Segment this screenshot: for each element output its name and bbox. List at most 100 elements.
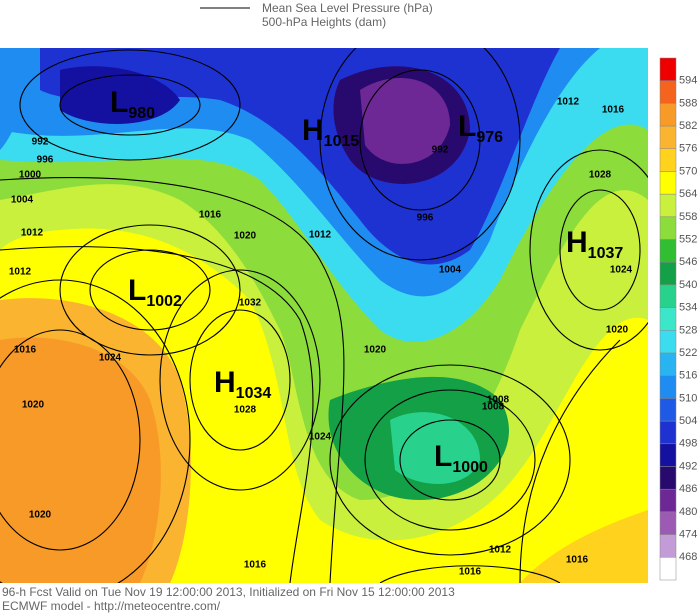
colorbar-label: 534 xyxy=(679,302,697,314)
colorbar-swatch xyxy=(659,488,677,513)
contour-label: 1016 xyxy=(199,210,222,221)
colorbar-swatch xyxy=(659,398,677,422)
pressure-center: L1000 xyxy=(434,440,488,476)
map-field xyxy=(0,48,648,583)
pressure-center: H1034 xyxy=(214,366,271,402)
contour-label: 1012 xyxy=(489,545,512,556)
contour-label: 1024 xyxy=(309,432,332,443)
footer-valid: 96-h Fcst Valid on Tue Nov 19 12:00:00 2… xyxy=(2,585,455,599)
center-type: L xyxy=(110,86,128,119)
colorbar-label: 540 xyxy=(679,279,697,291)
center-type: L xyxy=(434,440,452,473)
contour-label: 1028 xyxy=(589,170,612,181)
colorbar-label: 522 xyxy=(679,347,697,359)
colorbar-swatch xyxy=(659,80,677,104)
contour-label: 992 xyxy=(432,145,449,156)
legend-subtitle: 500-hPa Heights (dam) xyxy=(262,15,386,29)
colorbar-swatch xyxy=(659,239,677,263)
colorbar-swatch xyxy=(659,330,677,354)
pressure-center: H1015 xyxy=(302,114,359,150)
colorbar-label: 564 xyxy=(679,188,697,200)
colorbar-label: 528 xyxy=(679,324,697,336)
contour-labels: 992 996 1000 1004 1012 1016 1020 1012 1032 1028 10… xyxy=(9,97,633,578)
colorbar-label: 582 xyxy=(679,120,697,132)
colorbar-label: 498 xyxy=(679,438,697,450)
colorbar-swatch xyxy=(659,284,677,308)
contour-label: 1020 xyxy=(234,231,257,242)
pressure-center: L976 xyxy=(458,110,503,146)
colorbar-label: 576 xyxy=(679,143,697,155)
colorbar-swatch xyxy=(659,171,677,195)
colorbar-swatch xyxy=(659,103,677,127)
colorbar-label: 480 xyxy=(679,506,697,518)
center-type: H xyxy=(214,366,236,399)
contour-label: 1016 xyxy=(602,105,625,116)
center-value: 980 xyxy=(128,105,155,122)
colorbar-swatch xyxy=(659,511,677,535)
colorbar-label: 510 xyxy=(679,392,697,404)
colorbar-swatch xyxy=(659,443,677,467)
colorbar-label: 492 xyxy=(679,460,697,472)
colorbar-label: 474 xyxy=(679,529,697,541)
colorbar-label: 504 xyxy=(679,415,697,427)
colorbar-label: 546 xyxy=(679,256,697,268)
colorbar-label: 594 xyxy=(679,75,697,87)
footer-model: ECMWF model - http://meteocentre.com/ xyxy=(2,599,221,613)
contour-label: 1000 xyxy=(19,170,42,181)
colorbar-label: 588 xyxy=(679,97,697,109)
contour-label: 1008 xyxy=(482,402,505,413)
contour-label: 1032 xyxy=(239,298,262,309)
contour-label: 1008 xyxy=(487,395,510,406)
center-value: 1000 xyxy=(452,459,488,476)
colorbar-label: 516 xyxy=(679,370,697,382)
contour-label: 1028 xyxy=(234,405,257,416)
colorbar: 594 588 582 576 570 564 558 552 546 540 534 528 522 5… xyxy=(659,57,697,581)
colorbar-swatch xyxy=(659,557,677,581)
colorbar-swatch xyxy=(659,193,677,218)
contour-label: 1020 xyxy=(22,400,45,411)
pressure-center: L980 xyxy=(110,86,155,122)
contour-label: 1012 xyxy=(309,230,332,241)
center-type: L xyxy=(458,110,476,143)
center-type: L xyxy=(128,274,146,307)
contour-label: 1016 xyxy=(14,345,37,356)
colorbar-swatch xyxy=(659,57,677,81)
colorbar-label: 570 xyxy=(679,165,697,177)
colorbar-swatch xyxy=(659,216,677,240)
legend-title: Mean Sea Level Pressure (hPa) xyxy=(262,1,433,15)
colorbar-swatch xyxy=(659,375,677,399)
colorbar-label: 486 xyxy=(679,483,697,495)
colorbar-swatch xyxy=(659,125,677,150)
center-value: 1034 xyxy=(236,385,272,402)
center-value: 1002 xyxy=(146,293,182,310)
center-type: H xyxy=(302,114,324,147)
center-value: 1015 xyxy=(324,133,360,150)
contour-label: 1012 xyxy=(9,267,32,278)
center-value: 976 xyxy=(476,129,503,146)
colorbar-label: 468 xyxy=(679,551,697,563)
contour-label: 996 xyxy=(37,155,54,166)
colorbar-label: 552 xyxy=(679,233,697,245)
pressure-center: L1002 xyxy=(128,274,182,310)
colorbar-swatch xyxy=(659,534,677,558)
contour-label: 1016 xyxy=(244,560,267,571)
contour-label: 1024 xyxy=(99,353,122,364)
contour-label: 996 xyxy=(417,213,434,224)
contour-label: 1012 xyxy=(21,228,44,239)
contour-label: 1020 xyxy=(606,325,629,336)
colorbar-swatch xyxy=(659,307,677,331)
contour-label: 1020 xyxy=(29,510,52,521)
colorbar-swatch xyxy=(659,262,677,286)
contour-label: 992 xyxy=(32,137,49,148)
contour-label: 1004 xyxy=(11,195,34,206)
colorbar-swatch xyxy=(659,352,677,376)
pressure-center: H1037 xyxy=(566,226,623,262)
colorbar-swatch xyxy=(659,148,677,172)
contour-label: 1024 xyxy=(610,265,633,276)
contour-label: 1016 xyxy=(566,555,589,566)
contour-label: 1016 xyxy=(459,567,482,578)
contour-label: 1020 xyxy=(364,345,387,356)
colorbar-swatch xyxy=(659,420,677,445)
center-type: H xyxy=(566,226,588,259)
